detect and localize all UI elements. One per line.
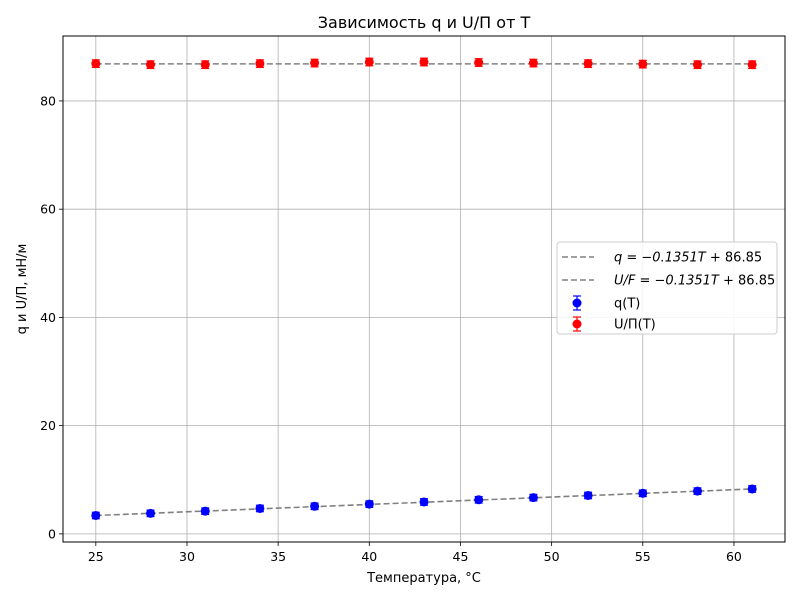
chart-title: Зависимость q и U/П от T [318,13,531,32]
legend-fit-label-const: + 86.85 [706,251,762,266]
legend-fit-label-var: T [698,251,707,266]
x-tick-label: 35 [270,549,286,564]
x-tick-label: 45 [453,549,469,564]
data-series [91,57,757,520]
legend: q = −0.1351T + 86.85U/F = −0.1351T + 86.… [556,241,778,335]
y-tick-label: 0 [48,526,56,541]
data-point [255,59,265,69]
y-tick-label: 80 [40,93,56,108]
series-group [91,57,757,70]
data-point [474,495,484,505]
data-point [692,60,702,70]
series-group [91,484,757,520]
data-point [474,58,484,68]
x-axis-label: Температура, °C [366,571,481,586]
legend-marker [572,298,582,308]
data-point [528,493,538,503]
data-point [583,490,593,500]
legend-box [556,241,778,335]
data-point [528,58,538,68]
legend-fit-label-coef: U/F = −0.1351 [614,274,711,289]
legend-fit-label-const: + 86.85 [719,274,775,289]
legend-fit-label-var: T [711,274,720,289]
data-point [638,59,648,69]
x-tick-label: 30 [179,549,195,564]
data-point [310,501,320,511]
data-point [419,497,429,507]
axis-ticks: 25 30 35 40 45 50 55 60 0 20 40 60 80 [40,93,742,564]
legend-series-label: U/П(T) [614,318,656,333]
legend-fit-label: q = −0.1351T + 86.85 [614,251,762,266]
data-point [146,508,156,518]
data-point [310,58,320,68]
x-tick-label: 60 [726,549,742,564]
y-tick-label: 60 [40,202,56,217]
y-tick-label: 20 [40,418,56,433]
x-tick-label: 40 [361,549,377,564]
legend-fit-label: U/F = −0.1351T + 86.85 [614,274,775,289]
data-point [91,510,101,520]
x-tick-label: 50 [544,549,560,564]
legend-marker [572,319,582,329]
y-tick-label: 40 [40,310,56,325]
data-point [91,59,101,69]
data-point [200,506,210,516]
y-axis-label: q и U/П, мН/м [15,244,30,335]
legend-fit-label-coef: q = −0.1351 [614,251,698,266]
data-point [747,60,757,70]
data-point [583,59,593,69]
data-point [200,60,210,70]
x-tick-label: 55 [635,549,651,564]
data-point [364,57,374,67]
plot-frame [62,35,786,543]
data-point [638,488,648,498]
legend-series-label: q(T) [614,297,640,312]
x-tick-label: 25 [88,549,104,564]
data-point [146,60,156,70]
data-point [747,484,757,494]
data-point [692,486,702,496]
data-point [419,57,429,67]
data-point [364,499,374,509]
data-point [255,503,265,513]
